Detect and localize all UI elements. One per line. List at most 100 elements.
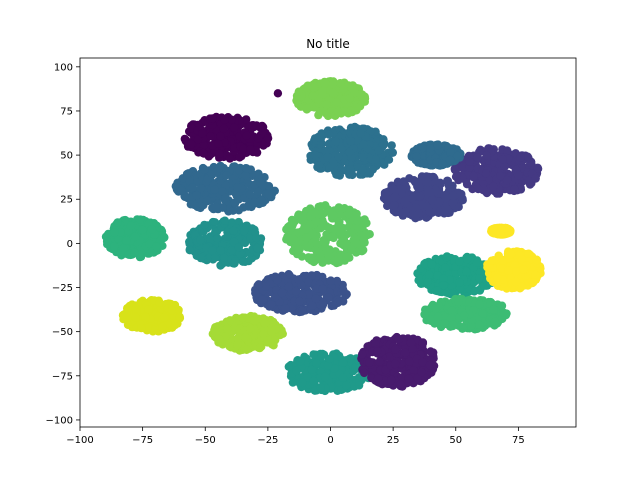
scatter-point (502, 175, 512, 185)
cluster-7 (282, 201, 374, 268)
scatter-point (264, 182, 274, 191)
cluster-18 (483, 247, 545, 293)
scatter-point (221, 332, 230, 341)
scatter-point (167, 306, 176, 315)
scatter-point (328, 232, 337, 241)
scatter-point (320, 372, 330, 382)
scatter-point (440, 319, 449, 328)
scatter-point (492, 273, 502, 282)
x-tick-label: −50 (195, 435, 216, 446)
scatter-point (475, 300, 484, 309)
scatter-point (346, 136, 355, 146)
y-tick-label: 50 (60, 151, 73, 162)
scatter-point (155, 298, 164, 307)
scatter-point (225, 342, 234, 351)
scatter-point (294, 275, 303, 284)
scatter-point (307, 365, 317, 374)
cluster-10 (208, 311, 287, 355)
scatter-point (516, 153, 525, 162)
scatter-point (144, 305, 153, 314)
scatter-point (496, 171, 505, 181)
y-tick-label: −50 (52, 327, 73, 338)
scatter-point (517, 282, 526, 292)
scatter-point (396, 380, 405, 389)
scatter-point (323, 361, 333, 370)
scatter-point (131, 304, 141, 313)
scatter-point (216, 132, 225, 141)
scatter-point (433, 141, 442, 150)
scatter-point (292, 366, 301, 376)
cluster-1 (273, 89, 283, 98)
cluster-5 (101, 215, 169, 262)
scatter-point (242, 131, 251, 140)
scatter-point (448, 191, 457, 200)
scatter-point (238, 313, 247, 322)
scatter-point (302, 104, 311, 113)
scatter-point (433, 312, 443, 321)
scatter-point (210, 218, 220, 227)
scatter-point (229, 226, 238, 235)
scatter-point (419, 159, 428, 168)
x-tick-label: −25 (257, 435, 278, 446)
scatter-point (126, 221, 136, 230)
scatter-point (270, 293, 280, 302)
scatter-point (373, 347, 382, 356)
cluster-3 (306, 122, 397, 180)
scatter-point (379, 135, 388, 144)
scatter-point (387, 141, 396, 150)
scatter-point (383, 201, 392, 211)
scatter-point (119, 244, 128, 253)
scatter-point (472, 258, 482, 267)
scatter-point (230, 257, 240, 266)
scatter-point (327, 210, 336, 219)
scatter-point (338, 358, 348, 367)
scatter-point (196, 184, 206, 193)
scatter-point (220, 216, 230, 225)
scatter-point (359, 140, 368, 149)
scatter-point (131, 313, 140, 322)
scatter-point (116, 228, 125, 237)
scatter-point (222, 232, 232, 241)
scatter-point (242, 345, 251, 354)
cluster-14 (420, 294, 511, 334)
scatter-point (434, 197, 444, 206)
scatter-point (445, 184, 454, 194)
scatter-point (284, 362, 293, 371)
scatter-point (196, 235, 205, 245)
scatter-point (256, 178, 265, 187)
scatter-point (130, 232, 140, 241)
scatter-point (298, 306, 307, 315)
scatter-point (474, 184, 483, 194)
scatter-point (252, 233, 261, 243)
scatter-point (441, 263, 450, 272)
cluster-8 (251, 270, 351, 317)
x-tick-label: 50 (449, 435, 462, 446)
scatter-point (239, 226, 249, 236)
scatter-point (233, 340, 242, 349)
scatter-point (420, 310, 429, 319)
scatter-point (511, 277, 521, 287)
scatter-point (123, 304, 132, 314)
scatter-point (311, 294, 321, 303)
scatter-point (374, 146, 383, 155)
scatter-point (358, 165, 367, 174)
scatter-point (469, 171, 478, 181)
scatter-point (500, 162, 509, 171)
scatter-point (318, 298, 328, 307)
scatter-point (210, 185, 219, 194)
scatter-point (312, 359, 321, 368)
scatter-point (110, 228, 119, 237)
scatter-point (219, 124, 228, 133)
scatter-point (311, 151, 320, 160)
scatter-point (238, 257, 248, 266)
scatter-point (394, 335, 403, 344)
scatter-point (288, 234, 297, 243)
chart-title: No title (306, 37, 350, 51)
scatter-point (355, 102, 365, 111)
scatter-point (312, 217, 321, 226)
scatter-point (225, 316, 235, 325)
scatter-point (218, 187, 227, 196)
scatter-point (250, 198, 259, 207)
scatter-point (203, 196, 212, 206)
x-tick-label: −100 (66, 435, 93, 446)
